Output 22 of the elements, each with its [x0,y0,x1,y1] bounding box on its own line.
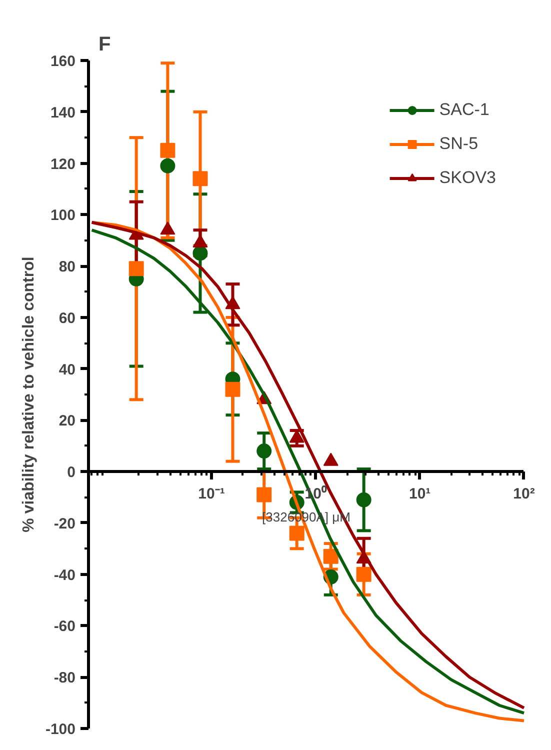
y-tick-label: -60 [54,618,76,636]
y-tick-label: 160 [50,53,76,70]
x-tick-label: 10² [513,486,535,503]
y-tick-label: 140 [50,104,76,122]
y-tick-label: -40 [54,566,76,584]
x-tick-label: 10⁻¹ [198,486,225,503]
y-tick-label: 100 [50,207,76,224]
legend-label: SKOV3 [439,168,496,188]
legend-label: SAC-1 [439,100,490,120]
y-tick-label: 120 [50,156,76,173]
y-tick-label: 60 [58,310,76,327]
y-tick-label: 0 [67,464,76,482]
x-tick-label: 10¹ [408,486,431,503]
y-tick-label: 80 [58,258,76,276]
y-tick-label: -100 [45,721,76,738]
y-tick-label: -20 [54,515,76,532]
y-tick-label: 40 [58,361,76,378]
y-tick-label: -80 [54,670,76,687]
chart-title: F [98,34,111,56]
y-axis-title: % viability relative to vehicle control [20,256,38,532]
legend-label: SN-5 [439,134,478,154]
y-tick-label: 20 [58,412,76,430]
